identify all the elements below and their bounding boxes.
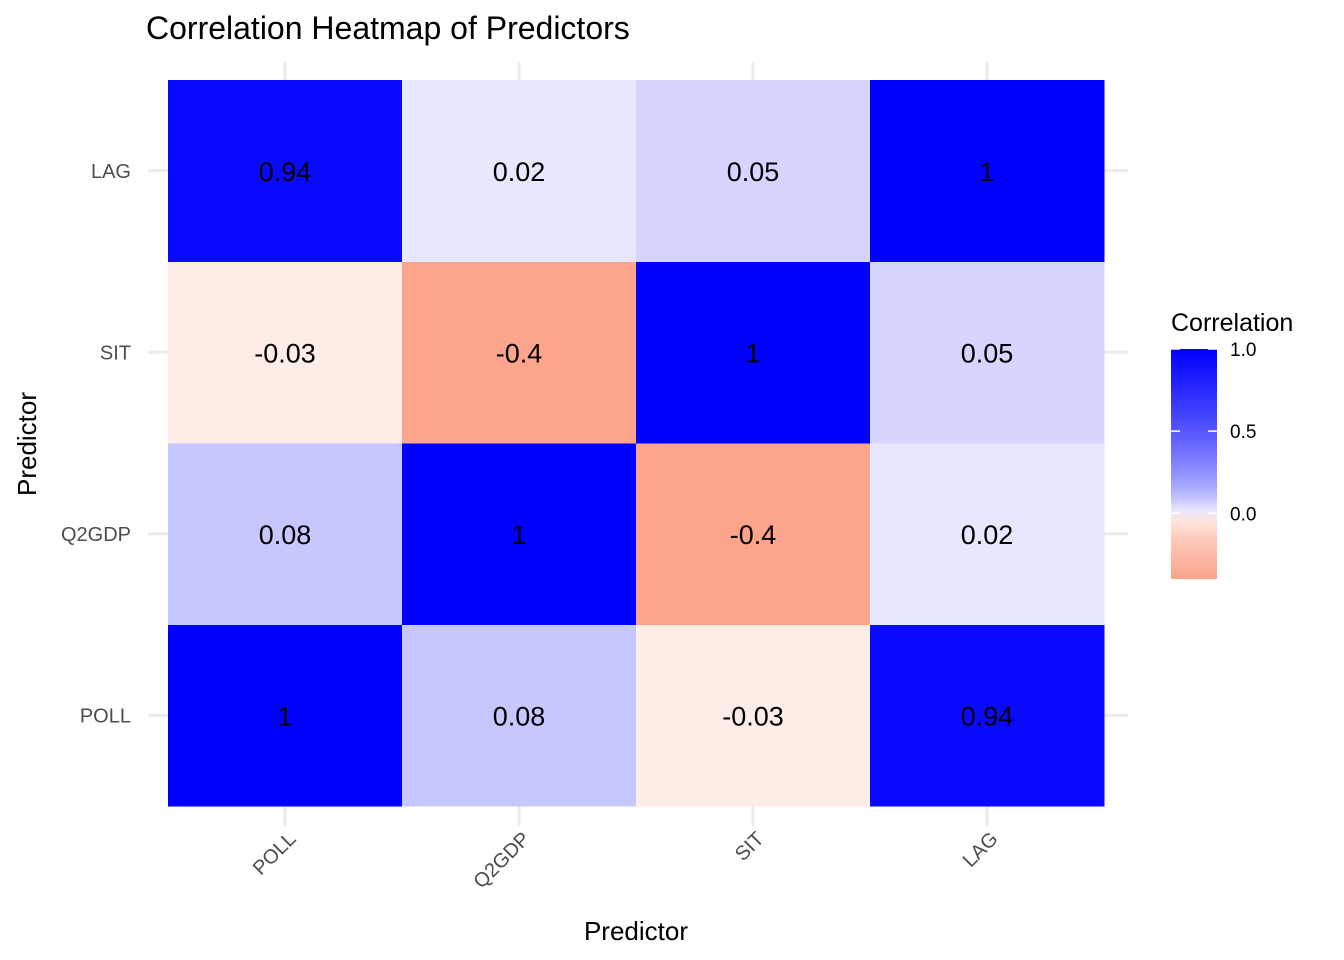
cell-value-label: -0.4: [496, 338, 543, 368]
x-tick-label: Q2GDP: [469, 828, 534, 893]
heatmap-cell: [168, 80, 403, 262]
cell-value-label: 1: [511, 520, 526, 550]
heatmap-cell: [168, 443, 403, 625]
heatmap-cell: [636, 261, 871, 444]
y-axis-title: Predictor: [12, 392, 42, 496]
legend-tick-label: 0.0: [1230, 504, 1256, 525]
cell-value-label: -0.03: [254, 338, 316, 368]
heatmap-cell: [402, 261, 637, 444]
y-tick-label: POLL: [80, 705, 131, 727]
heatmap-cell: [636, 80, 871, 262]
x-tick-label: LAG: [959, 828, 1003, 872]
heatmap-cell: [402, 80, 637, 262]
legend-ticks: 1.0 0.5 0.0: [1171, 340, 1256, 525]
heatmap-cell: [870, 80, 1105, 262]
x-axis-ticks: POLL Q2GDP SIT LAG: [249, 828, 1003, 893]
cell-value-label: 0.94: [259, 157, 312, 187]
heatmap-cell: [168, 261, 403, 444]
y-tick-label: Q2GDP: [61, 524, 131, 546]
cell-value-label: 0.08: [493, 701, 546, 731]
legend-tick-label: 1.0: [1230, 340, 1256, 361]
y-axis-ticks: POLL Q2GDP SIT LAG: [61, 161, 131, 728]
y-tick-label: SIT: [100, 342, 131, 364]
x-tick-label: POLL: [249, 828, 301, 880]
legend: Correlation 1.0 0.5 0.0: [1171, 309, 1293, 579]
chart-title: Correlation Heatmap of Predictors: [146, 10, 630, 46]
heatmap-cells: [168, 80, 1105, 807]
cell-value-label: -0.03: [722, 701, 784, 731]
heatmap-cell: [870, 261, 1105, 444]
y-tick-label: LAG: [91, 161, 131, 183]
cell-value-label: 0.02: [493, 157, 546, 187]
heatmap-cell: [870, 443, 1105, 625]
cell-value-label: 1: [277, 701, 292, 731]
heatmap-cell: [402, 443, 637, 625]
legend-colorbar: [1171, 349, 1217, 579]
cell-value-label: 0.08: [259, 520, 312, 550]
cell-value-label: -0.4: [730, 520, 777, 550]
cell-value-label: 1: [979, 157, 994, 187]
legend-title: Correlation: [1171, 309, 1293, 337]
heatmap-cell: [636, 443, 871, 625]
cell-value-label: 1: [745, 338, 760, 368]
cell-value-label: 0.94: [961, 701, 1014, 731]
heatmap-cell: [402, 624, 637, 807]
heatmap-cell: [870, 624, 1105, 807]
heatmap-cell: [636, 624, 871, 807]
cell-value-label: 0.02: [961, 520, 1014, 550]
heatmap-cell: [168, 624, 403, 807]
x-tick-label: SIT: [731, 828, 769, 866]
cell-value-label: 0.05: [727, 157, 780, 187]
legend-tick-label: 0.5: [1230, 422, 1256, 443]
cell-value-label: 0.05: [961, 338, 1014, 368]
x-axis-title: Predictor: [584, 916, 688, 946]
cell-labels: 1 0.08 -0.03 0.94 0.08 1 -0.4 0.02 -0.03 -0.4 1 0.0…: [254, 157, 1013, 732]
